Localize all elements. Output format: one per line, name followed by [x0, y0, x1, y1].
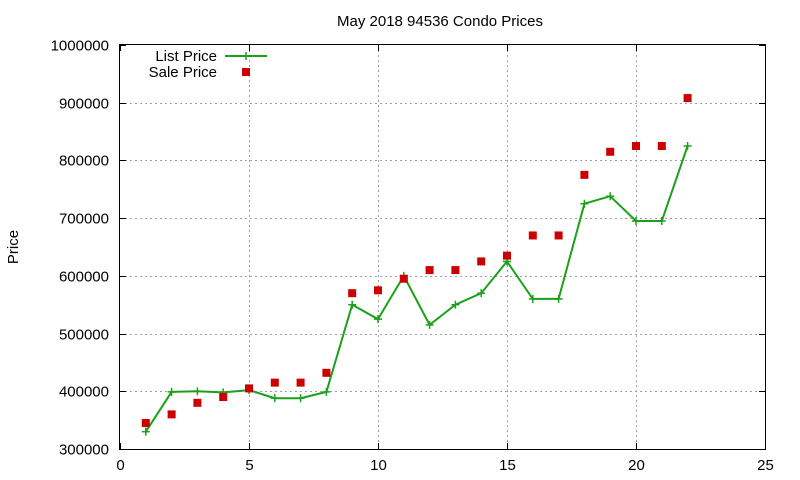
sale-price-point — [606, 147, 615, 156]
x-tick-label: 10 — [370, 457, 387, 474]
plot-frame — [119, 44, 766, 450]
list-price-point — [193, 387, 202, 396]
x-tick-label: 20 — [628, 457, 645, 474]
list-price-point — [683, 142, 692, 150]
sale-price-point — [245, 384, 253, 393]
sale-price-point — [632, 142, 640, 150]
list-price-point — [167, 387, 176, 396]
list-price-point — [374, 315, 382, 324]
sale-price-point — [528, 231, 537, 240]
sale-price-point — [451, 266, 460, 275]
list-price-point — [477, 289, 486, 298]
y-tick-label: 400000 — [59, 384, 109, 401]
sale-price-point — [167, 410, 176, 419]
list-price-point — [296, 394, 305, 403]
list-price-point — [580, 199, 589, 208]
sale-price-point — [425, 266, 434, 275]
series-layer — [141, 94, 692, 436]
y-tick-label: 600000 — [59, 269, 109, 286]
gridlines — [120, 45, 765, 449]
x-tick-label: 15 — [499, 457, 516, 474]
legend-label-list-price: List Price — [155, 48, 217, 65]
y-tick-label: 1000000 — [51, 38, 109, 55]
sale-price-point — [657, 142, 666, 150]
sale-price-point — [270, 378, 279, 387]
list-price-point — [451, 300, 460, 309]
sale-price-point — [374, 286, 382, 295]
list-price-point — [425, 320, 434, 329]
sale-price-point — [503, 251, 511, 260]
legend-plus-marker — [242, 52, 250, 60]
y-tick-label: 300000 — [59, 442, 109, 459]
legend-marker-sale-price — [242, 68, 250, 76]
list-price-point — [632, 217, 640, 226]
x-tick-label: 25 — [757, 457, 774, 474]
list-price-point — [657, 217, 666, 226]
y-tick-label: 700000 — [59, 211, 109, 228]
y-axis-label: Price — [5, 230, 22, 264]
sale-price-point — [141, 419, 150, 428]
legend-marker-list-price — [242, 52, 250, 60]
list-price-point — [322, 387, 331, 396]
list-price-point — [606, 192, 615, 201]
sale-price-point — [296, 378, 305, 387]
sale-price-point — [580, 170, 589, 179]
sale-price-point — [348, 289, 357, 298]
x-tick-label: 5 — [245, 457, 253, 474]
sale-price-point — [193, 398, 202, 407]
sale-price-point — [683, 94, 692, 103]
axis-ticks: 0 5 10 15 20 25 300000 400000 500000 600000 700000… — [51, 38, 774, 475]
x-tick-label: 0 — [116, 457, 124, 474]
sale-price-point — [219, 393, 228, 402]
sale-price-point — [399, 274, 408, 283]
legend: List Price Sale Price — [149, 48, 267, 81]
y-tick-label: 500000 — [59, 327, 109, 344]
list-price-point — [270, 394, 279, 403]
legend-label-sale-price: Sale Price — [149, 64, 217, 81]
y-tick-label: 800000 — [59, 153, 109, 170]
list-price-point — [141, 427, 150, 436]
sale-price-point — [322, 368, 331, 377]
y-tick-label: 900000 — [59, 96, 109, 113]
list-price-point — [528, 294, 537, 303]
sale-price-point — [477, 257, 486, 266]
list-price-point — [554, 294, 563, 303]
chart-title: May 2018 94536 Condo Prices — [337, 13, 543, 30]
series-line-list-price — [144, 145, 689, 433]
sale-price-point — [554, 231, 563, 240]
list-price-point — [348, 300, 357, 309]
